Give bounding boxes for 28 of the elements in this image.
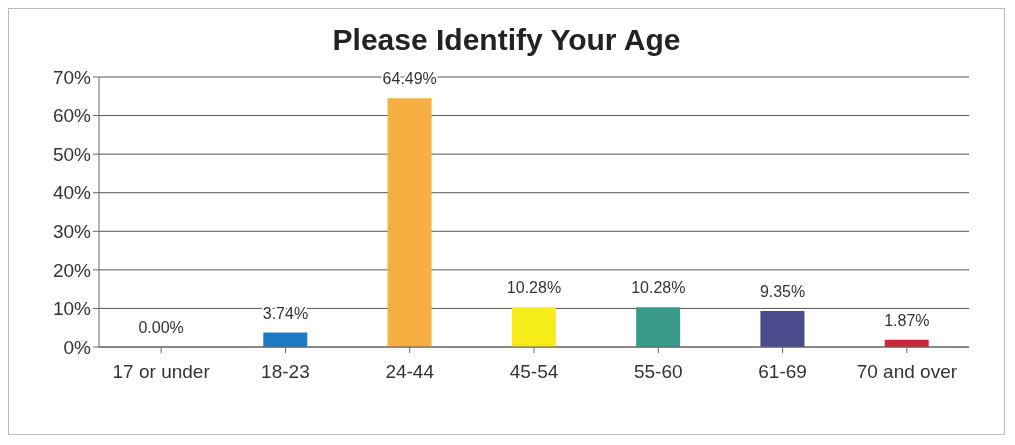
data-label: 1.87% <box>884 311 930 329</box>
x-tick-label: 55-60 <box>633 361 683 383</box>
bar <box>636 307 681 347</box>
x-tick-label: 18-23 <box>261 361 310 383</box>
y-tick-label: 70% <box>52 66 92 88</box>
data-label: 10.28% <box>506 279 562 297</box>
x-tick-label: 61-69 <box>758 361 807 383</box>
data-label: 64.49% <box>382 70 437 88</box>
x-tick-label: 70 and over <box>856 361 958 383</box>
data-label: 9.35% <box>759 282 806 300</box>
y-tick-label: 10% <box>52 298 92 320</box>
y-tick-label: 20% <box>52 259 92 281</box>
bar <box>511 307 556 347</box>
data-label: 3.74% <box>262 304 309 322</box>
y-tick-label: 40% <box>52 182 92 204</box>
bar <box>387 98 432 347</box>
x-tick-label: 17 or under <box>112 361 211 383</box>
y-tick-label: 30% <box>52 221 92 243</box>
x-tick-label: 45-54 <box>509 361 559 383</box>
data-label: 0.00% <box>138 319 184 336</box>
bar <box>263 332 308 347</box>
bar <box>760 310 805 347</box>
chart-title: Please Identify Your Age <box>331 23 682 57</box>
data-label: 10.28% <box>631 279 686 297</box>
y-tick-label: 60% <box>52 105 92 127</box>
y-tick-label: 0% <box>63 336 92 358</box>
y-tick-label: 50% <box>52 143 92 165</box>
x-tick-label: 24-44 <box>385 361 435 383</box>
